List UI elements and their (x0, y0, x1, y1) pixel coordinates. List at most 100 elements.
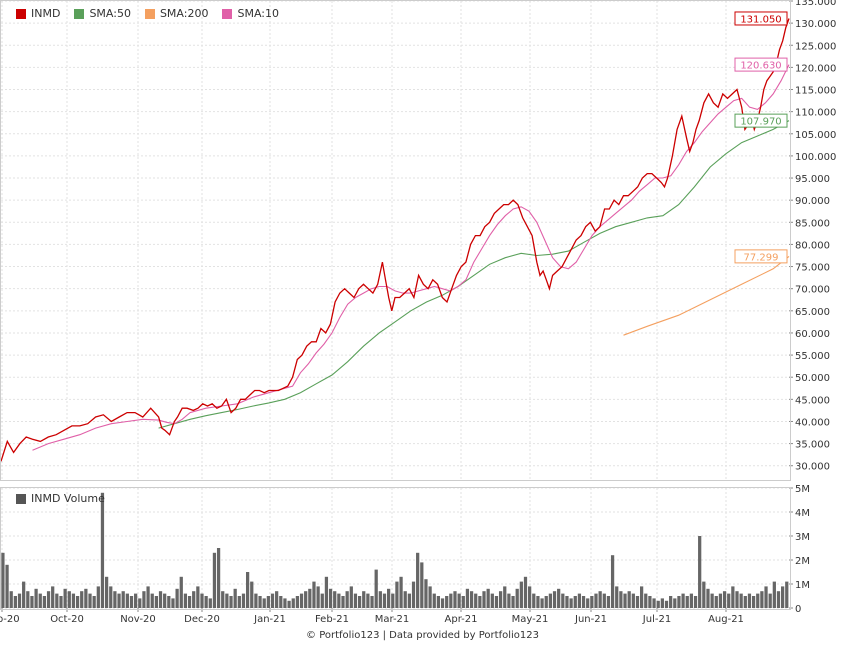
volume-bar (241, 593, 246, 608)
volume-bar (615, 586, 619, 608)
volume-bar (266, 596, 270, 608)
volume-bar (469, 591, 474, 608)
volume-bar (635, 596, 640, 608)
volume-bar (192, 591, 196, 608)
volume-bar (183, 593, 188, 608)
volume-bar (34, 588, 38, 608)
legend-label: SMA:10 (237, 7, 279, 20)
last-value-box (734, 249, 788, 264)
volume-bar (523, 576, 528, 608)
legend-item-inmd[interactable]: INMD (16, 7, 60, 20)
volume-tick-label: 1M (795, 580, 810, 591)
volume-bar (395, 581, 399, 608)
x-tick-label: May-21 (512, 614, 549, 625)
volume-bar (536, 596, 540, 608)
volume-bar (13, 596, 17, 608)
volume-legend: INMD Volume (16, 492, 105, 505)
volume-bar (714, 596, 718, 608)
volume-bar (275, 591, 279, 608)
volume-bar (304, 591, 308, 608)
volume-bar (731, 586, 735, 608)
legend-item-sma10[interactable]: SMA:10 (222, 7, 279, 20)
volume-bar (785, 581, 789, 608)
volume-bar (689, 593, 694, 608)
legend-label: SMA:200 (159, 7, 209, 20)
last-value-label: 107.970 (740, 117, 781, 128)
price-tick-label: 80.000 (795, 240, 830, 251)
volume-bars (1, 492, 789, 608)
volume-tick-label: 2M (795, 556, 810, 567)
price-tick-label: 30.000 (795, 462, 830, 473)
price-panel-border (0, 0, 791, 481)
volume-bar (75, 596, 80, 608)
volume-bar (681, 593, 685, 608)
volume-bar (693, 596, 698, 608)
legend-item-sma200[interactable]: SMA:200 (144, 7, 209, 20)
volume-bar (685, 596, 689, 608)
price-tick-label: 35.000 (795, 440, 830, 451)
volume-bar (594, 593, 598, 608)
price-tick-label: 105.000 (795, 130, 836, 141)
last-value-box (734, 11, 788, 26)
volume-bar (565, 596, 569, 608)
volume-bar (445, 596, 449, 608)
volume-bar (270, 593, 275, 608)
volume-bar (370, 596, 374, 608)
price-tick-label: 100.000 (795, 152, 836, 163)
volume-bar (366, 593, 370, 608)
last-value-label: 131.050 (740, 14, 781, 25)
price-tick-label: 65.000 (795, 307, 830, 318)
legend-item-sma50[interactable]: SMA:50 (74, 7, 131, 20)
volume-bar (88, 593, 92, 608)
volume-bar (196, 586, 200, 608)
volume-bar (619, 591, 623, 608)
volume-bar (722, 591, 727, 608)
volume-bar (125, 593, 129, 608)
volume-bar (474, 593, 478, 608)
volume-bar (532, 593, 536, 608)
volume-bar (440, 598, 445, 608)
volume-bar (511, 596, 515, 608)
volume-bar (341, 596, 345, 608)
volume-bar (63, 588, 67, 608)
volume-bar (411, 581, 416, 608)
legend-swatch (16, 8, 26, 19)
series-line-inmd (0, 18, 790, 462)
volume-bar (656, 600, 660, 608)
volume-bar (768, 593, 772, 608)
volume-bar (515, 588, 519, 608)
volume-bar (735, 591, 739, 608)
volume-bar (337, 593, 341, 608)
volume-bar (772, 581, 776, 608)
volume-bar (320, 593, 324, 608)
volume-bar (167, 596, 171, 608)
volume-bar (154, 596, 158, 608)
volume-bar (751, 596, 756, 608)
volume-bar (391, 593, 395, 608)
volume-bar (498, 591, 503, 608)
volume-bar (150, 593, 154, 608)
volume-bar (129, 596, 134, 608)
volume-bar (710, 593, 714, 608)
volume-bar (1, 552, 5, 608)
volume-bar (540, 598, 544, 608)
volume-bar (254, 593, 258, 608)
volume-panel-border (0, 487, 791, 610)
volume-bar (561, 593, 565, 608)
legend-label: SMA:50 (89, 7, 131, 20)
volume-bar (764, 586, 768, 608)
volume-bar (295, 596, 300, 608)
volume-bar (283, 598, 287, 608)
volume-bar (287, 600, 291, 608)
series-line-sma50 (158, 120, 790, 429)
volume-bar (9, 591, 13, 608)
volume-bar (416, 552, 420, 608)
volume-bar (179, 576, 183, 608)
price-lines (0, 18, 790, 462)
volume-bar (702, 581, 706, 608)
volume-bar (158, 591, 163, 608)
volume-bar (557, 588, 561, 608)
last-value-label: 120.630 (740, 61, 781, 72)
volume-bar (420, 562, 424, 608)
volume-bar (229, 596, 233, 608)
